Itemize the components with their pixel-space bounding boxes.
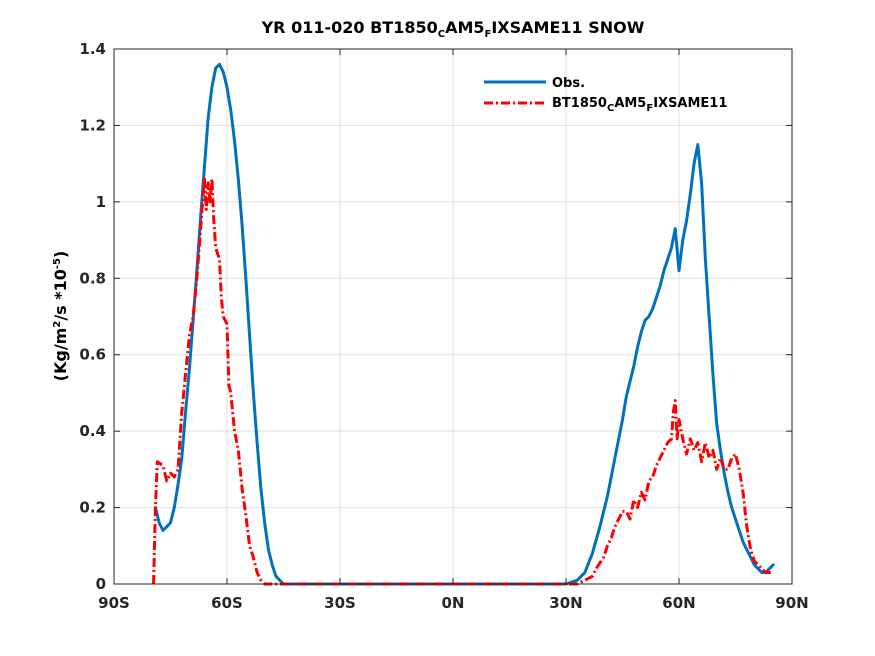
series-line-model xyxy=(152,177,774,586)
x-tick-label: 30N xyxy=(549,594,582,612)
y-tick-label: 0.2 xyxy=(79,499,106,517)
y-tick-label: 0 xyxy=(96,575,106,593)
y-tick-label: 1.2 xyxy=(79,116,106,134)
x-tick-label: 60S xyxy=(211,594,243,612)
x-tick-labels: 90S 60S 30S 0N 30N 60N 90N xyxy=(98,594,809,612)
x-tick-label: 90S xyxy=(98,594,130,612)
x-tick-label: 0N xyxy=(442,594,465,612)
x-tick-label: 30S xyxy=(324,594,356,612)
series-layer xyxy=(152,62,775,586)
y-tick-label: 0.8 xyxy=(79,269,106,287)
y-tick-label: 0.6 xyxy=(79,346,106,364)
tick-marks xyxy=(113,48,793,585)
legend: Obs. BT1850CAM5FIXSAME11 xyxy=(484,76,727,114)
x-tick-label: 60N xyxy=(662,594,695,612)
y-tick-label: 1.4 xyxy=(79,40,106,58)
legend-label-obs: Obs. xyxy=(552,76,585,91)
y-tick-label: 0.4 xyxy=(79,422,106,440)
y-axis-label: (Kg/m2/s *10-5) xyxy=(51,251,70,382)
y-tick-labels: 0 0.2 0.4 0.6 0.8 1 1.2 1.4 xyxy=(79,40,106,593)
series-line-obs xyxy=(153,62,775,586)
y-tick-label: 1 xyxy=(96,193,106,211)
chart-title: YR 011-020 BT1850CAM5FIXSAME11 SNOW xyxy=(261,18,645,40)
legend-label-model: BT1850CAM5FIXSAME11 xyxy=(552,96,727,114)
x-tick-label: 90N xyxy=(775,594,808,612)
